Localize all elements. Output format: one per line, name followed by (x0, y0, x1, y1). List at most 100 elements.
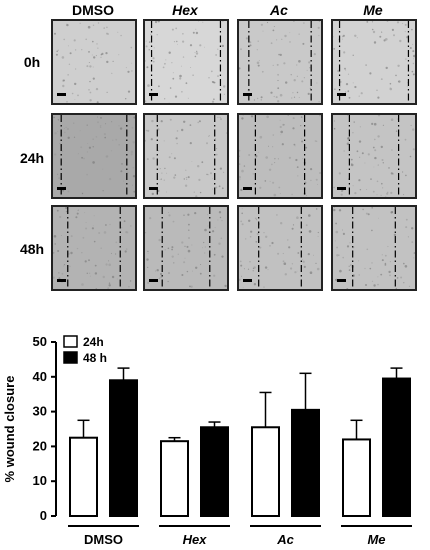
cell-speck (189, 124, 192, 126)
cell-speck (96, 101, 99, 103)
cell-speck (103, 27, 105, 29)
cell-speck (239, 149, 241, 152)
cell-speck (200, 264, 202, 265)
cell-speck (87, 143, 89, 144)
cell-speck (147, 252, 149, 254)
cell-speck (334, 88, 336, 90)
cell-speck (300, 232, 302, 235)
cell-speck (292, 117, 295, 120)
cell-speck (381, 31, 383, 33)
cell-speck (105, 123, 107, 125)
cell-speck (190, 67, 192, 68)
cell-speck (62, 189, 65, 192)
cell-speck (349, 242, 351, 244)
cell-speck (127, 70, 130, 73)
cell-speck (302, 259, 303, 261)
cell-speck (92, 161, 95, 164)
cell-speck (61, 56, 65, 59)
cell-speck (173, 41, 176, 43)
cell-speck (195, 31, 199, 35)
cell-speck (283, 262, 287, 265)
cell-speck (118, 54, 120, 56)
scale-bar (57, 279, 66, 282)
cell-speck (211, 100, 215, 103)
cell-speck (411, 28, 413, 31)
cell-speck (217, 116, 219, 118)
cell-speck (182, 40, 185, 43)
cell-speck (95, 136, 98, 138)
cell-speck (54, 243, 56, 245)
cell-speck (308, 230, 310, 232)
cell-speck (158, 150, 160, 152)
cell-speck (341, 38, 343, 40)
cell-speck (333, 47, 335, 50)
cell-speck (81, 49, 83, 51)
cell-speck (366, 248, 369, 251)
cell-speck (365, 284, 367, 286)
cell-speck (89, 65, 92, 68)
cell-speck (221, 44, 224, 48)
cell-speck (239, 278, 241, 281)
cell-speck (184, 257, 186, 259)
cell-speck (182, 56, 185, 58)
cell-speck (218, 185, 221, 188)
cell-speck (346, 288, 349, 289)
cell-speck (241, 208, 243, 210)
cell-speck (309, 87, 312, 90)
cell-speck (277, 252, 280, 255)
cell-speck (409, 155, 412, 158)
cell-speck (241, 223, 244, 226)
cell-speck (189, 142, 192, 145)
cell-speck (267, 269, 269, 271)
cell-speck (248, 154, 251, 156)
cell-speck (226, 132, 227, 134)
cell-speck (92, 138, 94, 140)
cell-speck (254, 217, 257, 220)
cell-speck (167, 247, 170, 250)
cell-speck (132, 141, 134, 143)
cell-speck (176, 130, 179, 132)
scale-bar (149, 187, 158, 190)
cell-speck (115, 138, 118, 141)
cell-speck (220, 237, 223, 240)
cell-speck (293, 21, 295, 22)
cell-speck (186, 178, 188, 180)
cell-speck (131, 126, 134, 129)
cell-speck (103, 231, 107, 234)
cell-speck (53, 276, 55, 279)
cell-speck (381, 182, 383, 185)
cell-speck (358, 260, 360, 262)
cell-speck (187, 213, 190, 216)
cell-speck (259, 246, 262, 249)
cell-speck (318, 35, 320, 37)
cell-speck (163, 140, 165, 142)
micrograph-dmso-0h (51, 19, 137, 105)
cell-speck (300, 116, 303, 118)
cell-speck (63, 265, 65, 267)
cell-speck (279, 193, 281, 194)
cell-speck (389, 87, 391, 89)
cell-speck (108, 282, 111, 284)
cell-speck (382, 124, 384, 126)
cell-speck (208, 136, 210, 137)
cell-speck (277, 100, 280, 103)
cell-speck (256, 97, 259, 100)
category-label-dmso: DMSO (84, 532, 123, 547)
cell-speck (395, 74, 397, 77)
cell-speck (316, 82, 318, 84)
cell-speck (274, 162, 276, 164)
cell-speck (351, 163, 353, 165)
cell-speck (334, 207, 335, 209)
cell-speck (347, 73, 350, 75)
micrograph-ac-24h (237, 113, 323, 199)
cell-speck (80, 146, 83, 149)
cell-speck (371, 122, 374, 125)
cell-speck (185, 169, 187, 171)
cell-speck (92, 77, 95, 80)
cell-speck (95, 87, 99, 91)
cell-speck (92, 66, 94, 68)
cell-speck (250, 230, 253, 233)
cell-speck (201, 161, 204, 164)
cell-speck (338, 209, 342, 212)
cell-speck (365, 64, 367, 66)
